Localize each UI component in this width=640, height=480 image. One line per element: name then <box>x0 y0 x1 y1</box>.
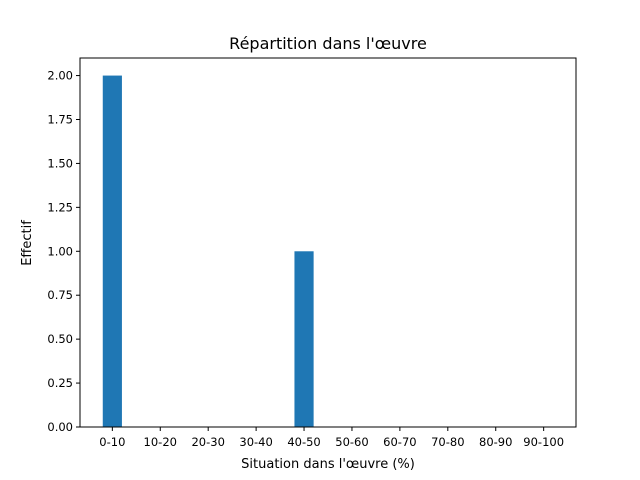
y-tick-label: 1.00 <box>47 244 73 258</box>
y-tick-label: 0.50 <box>47 332 73 346</box>
bars <box>102 75 314 428</box>
x-tick-label: 30-40 <box>239 435 272 449</box>
bar-40-50 <box>294 251 314 427</box>
x-tick-label: 20-30 <box>191 435 224 449</box>
y-tick-label: 0.00 <box>47 420 73 434</box>
x-tick-label: 0-10 <box>99 435 125 449</box>
bar-0-10 <box>102 75 122 428</box>
x-tick-label: 90-100 <box>523 435 564 449</box>
y-tick-label: 1.75 <box>47 113 73 127</box>
axes-frame <box>79 57 577 428</box>
y-axis-ticks: 0.00 0.25 0.50 0.75 1.00 1.25 1.50 1.75 2.00 <box>47 69 80 434</box>
x-tick-label: 80-90 <box>479 435 512 449</box>
x-axis-ticks: 0-10 10-20 20-30 30-40 40-50 50-60 60-70 70-80 8… <box>99 427 564 449</box>
y-tick-label: 0.75 <box>47 288 73 302</box>
y-tick-label: 2.00 <box>47 69 73 83</box>
x-tick-label: 40-50 <box>287 435 320 449</box>
y-tick-label: 1.50 <box>47 156 73 170</box>
y-tick-label: 0.25 <box>47 376 73 390</box>
x-axis-label: Situation dans l'œuvre (%) <box>241 457 415 472</box>
y-tick-label: 1.25 <box>47 200 73 214</box>
x-tick-label: 60-70 <box>383 435 416 449</box>
chart-title: Répartition dans l'œuvre <box>229 34 427 53</box>
x-tick-label: 10-20 <box>144 435 177 449</box>
x-tick-label: 70-80 <box>431 435 464 449</box>
x-tick-label: 50-60 <box>335 435 368 449</box>
y-axis-label: Effectif <box>20 220 35 266</box>
